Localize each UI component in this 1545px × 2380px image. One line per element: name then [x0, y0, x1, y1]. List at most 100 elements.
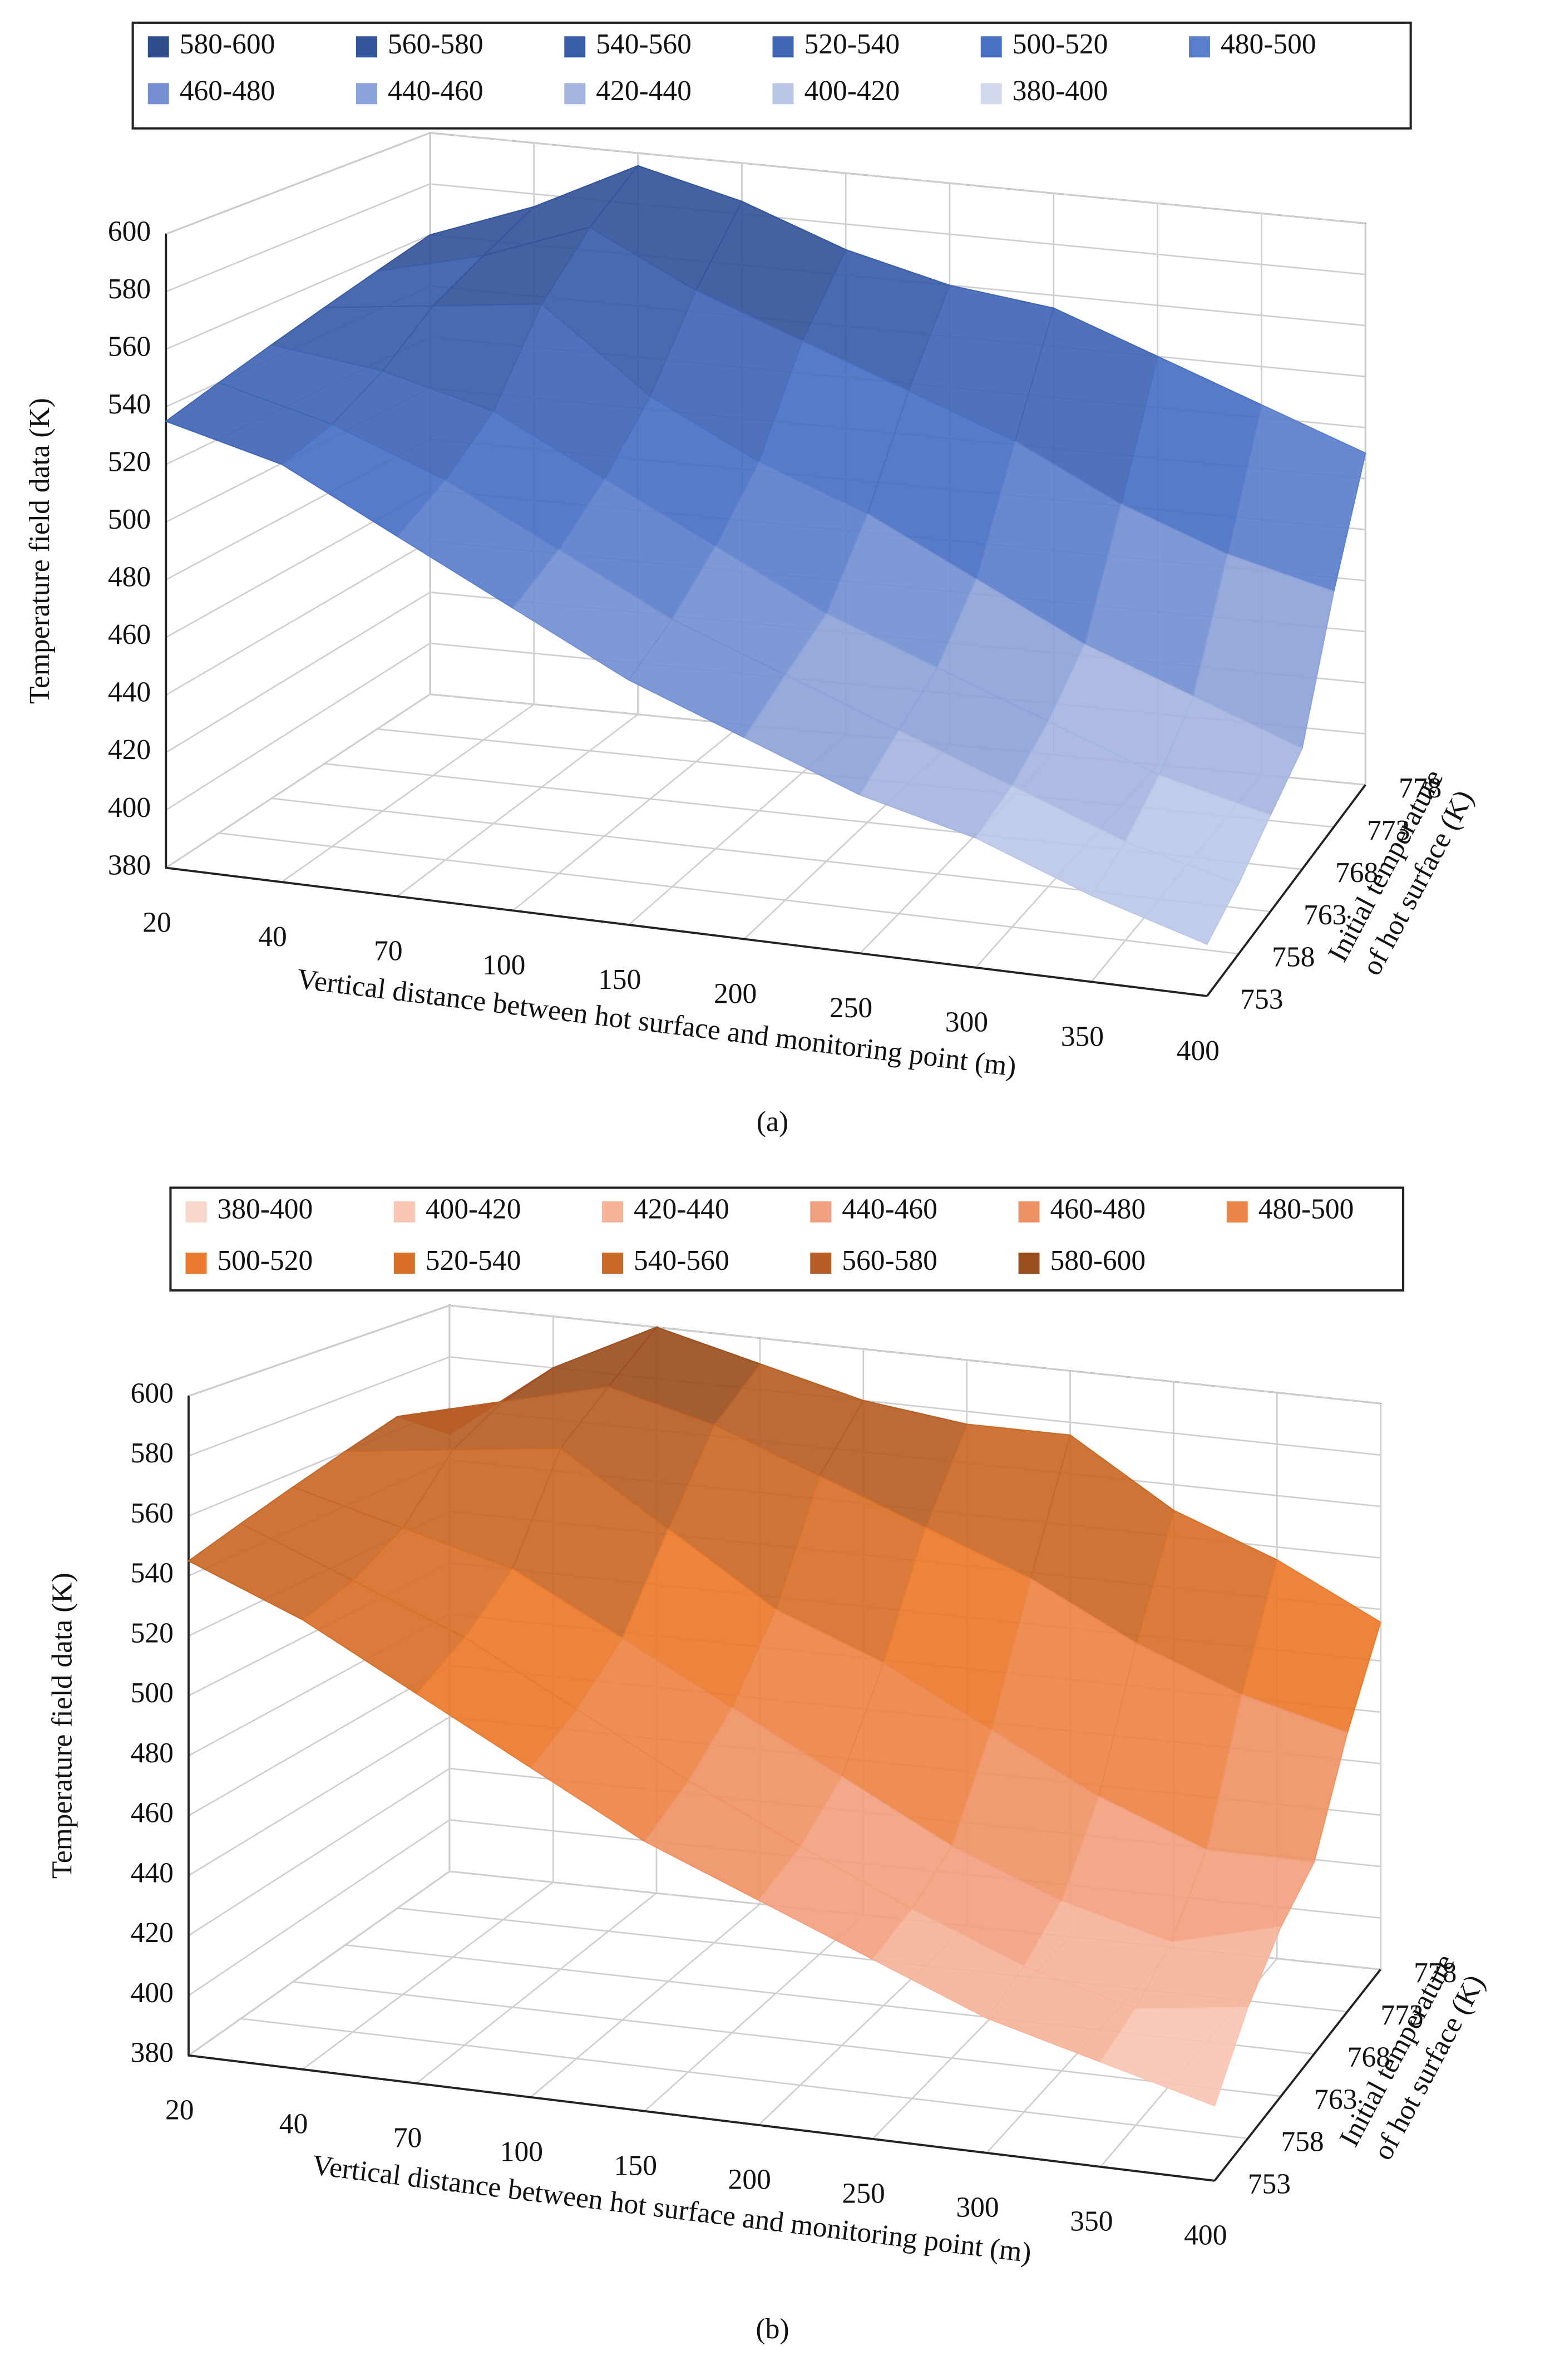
z-tick-label: 600	[131, 1378, 174, 1410]
depth-tick-label: 753	[1240, 984, 1283, 1016]
x-tick-label: 350	[1070, 2206, 1113, 2238]
legend-swatch	[772, 36, 794, 58]
x-axis-title: Vertical distance between hot surface an…	[310, 2149, 1033, 2269]
z-axis-title: Temperature field data (K)	[46, 1573, 78, 1879]
z-tick-label: 480	[131, 1737, 174, 1769]
z-tick-label: 440	[108, 677, 151, 708]
legend-label: 380-400	[218, 1194, 313, 1225]
x-axis	[166, 866, 1207, 997]
legend-label: 420-440	[596, 75, 692, 107]
z-tick-label: 540	[108, 388, 151, 420]
legend-swatch	[147, 83, 169, 105]
legend-swatch	[393, 1253, 415, 1274]
legend-box	[169, 1186, 1405, 1292]
x-tick-label: 300	[956, 2192, 999, 2224]
z-tick-label: 460	[131, 1797, 174, 1829]
depth-tick-label: 768	[1335, 857, 1378, 889]
depth-tick-label: 763	[1304, 899, 1346, 931]
x-tick-label: 250	[830, 992, 872, 1024]
legend-label: 380-400	[1013, 75, 1108, 107]
x-tick-label: 150	[598, 964, 641, 996]
legend-swatch	[356, 83, 377, 105]
x-tick-label: 100	[482, 949, 525, 981]
legend-label: 580-600	[180, 28, 275, 60]
z-tick-label: 520	[108, 446, 151, 478]
z-tick-label: 540	[131, 1558, 174, 1589]
z-tick-label: 460	[108, 619, 151, 651]
z-tick-label: 440	[131, 1857, 174, 1889]
x-tick-label: 20	[142, 906, 171, 938]
x-tick-label: 40	[279, 2108, 308, 2140]
legend-label: 520-540	[804, 28, 900, 60]
legend-label: 440-460	[842, 1194, 937, 1225]
z-tick-label: 400	[108, 792, 151, 824]
legend-swatch	[810, 1253, 832, 1274]
depth-tick-label: 758	[1281, 2126, 1324, 2158]
z-tick-label: 420	[108, 734, 151, 766]
legend-label: 440-460	[388, 75, 483, 107]
legend-label: 520-540	[426, 1245, 521, 1277]
legend-label: 460-480	[1050, 1194, 1146, 1225]
legend-swatch	[810, 1201, 832, 1223]
legend-swatch	[602, 1253, 624, 1274]
z-tick-label: 560	[108, 331, 151, 362]
depth-tick-label: 758	[1272, 942, 1315, 973]
depth-tick-label: 773	[1380, 1999, 1423, 2031]
z-tick-label: 420	[131, 1917, 174, 1949]
x-tick-label: 20	[165, 2095, 194, 2126]
depth-tick-label: 768	[1347, 2042, 1390, 2073]
legend-swatch	[356, 36, 377, 58]
z-tick-label: 380	[108, 849, 151, 881]
legend-swatch	[980, 36, 1002, 58]
x-axis-title: Vertical distance between hot surface an…	[295, 963, 1018, 1083]
z-tick-label: 520	[131, 1617, 174, 1649]
x-tick-label: 100	[500, 2136, 543, 2168]
legend-swatch	[564, 36, 586, 58]
x-tick-label: 200	[728, 2164, 771, 2196]
legend-label: 560-580	[842, 1245, 937, 1277]
caption: (a)	[757, 1106, 788, 1137]
x-tick-label: 300	[945, 1007, 988, 1038]
legend-label: 400-420	[804, 75, 900, 107]
z-tick-label: 480	[108, 561, 151, 593]
z-tick-label: 600	[108, 215, 151, 247]
caption: (b)	[756, 2313, 789, 2345]
legend-swatch	[1018, 1201, 1040, 1223]
legend-label: 480-500	[1258, 1194, 1354, 1225]
depth-tick-label: 778	[1399, 772, 1442, 804]
legend-swatch	[1188, 36, 1210, 58]
legend-swatch	[1018, 1253, 1040, 1274]
legend-box	[131, 21, 1412, 130]
depth-axis	[1213, 1969, 1381, 2182]
x-tick-label: 350	[1061, 1021, 1104, 1052]
x-axis	[188, 2054, 1215, 2182]
legend-label: 540-560	[634, 1245, 729, 1277]
x-tick-label: 400	[1177, 1035, 1220, 1067]
grid-line	[240, 2018, 1248, 2140]
z-tick-label: 560	[131, 1497, 174, 1529]
grid-line	[293, 1981, 1281, 2097]
depth-tick-label: 778	[1414, 1957, 1457, 1989]
z-tick-label: 500	[131, 1677, 174, 1709]
legend-label: 500-520	[1013, 28, 1108, 60]
legend-swatch	[1226, 1201, 1248, 1223]
z-tick-label: 380	[131, 2037, 174, 2069]
x-tick-label: 200	[714, 978, 757, 1009]
legend-label: 480-500	[1221, 28, 1316, 60]
legend-swatch	[564, 83, 586, 105]
legend-swatch	[980, 83, 1002, 105]
depth-tick-label: 753	[1248, 2169, 1291, 2200]
legend-label: 460-480	[180, 75, 275, 107]
legend-label: 500-520	[218, 1245, 313, 1277]
z-tick-label: 580	[108, 273, 151, 305]
x-tick-label: 70	[393, 2122, 422, 2154]
legend-label: 560-580	[388, 28, 483, 60]
legend-label: 540-560	[596, 28, 692, 60]
z-tick-label: 580	[131, 1437, 174, 1469]
x-tick-label: 250	[842, 2178, 885, 2210]
x-tick-label: 70	[374, 935, 403, 967]
legend-swatch	[393, 1201, 415, 1223]
legend-label: 580-600	[1050, 1245, 1146, 1277]
depth-axis	[1206, 784, 1366, 997]
legend-swatch	[147, 36, 169, 58]
